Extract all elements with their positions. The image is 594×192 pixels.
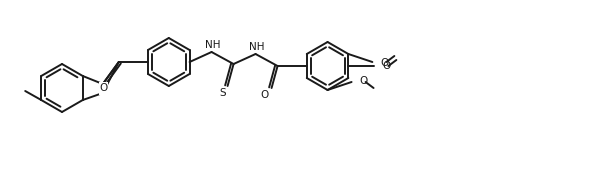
Text: O: O [100, 83, 108, 93]
Text: NH: NH [249, 42, 264, 52]
Text: O: O [260, 90, 268, 100]
Text: O: O [382, 61, 390, 71]
Text: O: O [380, 58, 388, 68]
Text: O: O [359, 76, 368, 86]
Text: S: S [219, 88, 226, 98]
Text: N: N [100, 84, 108, 94]
Text: NH: NH [205, 40, 220, 50]
